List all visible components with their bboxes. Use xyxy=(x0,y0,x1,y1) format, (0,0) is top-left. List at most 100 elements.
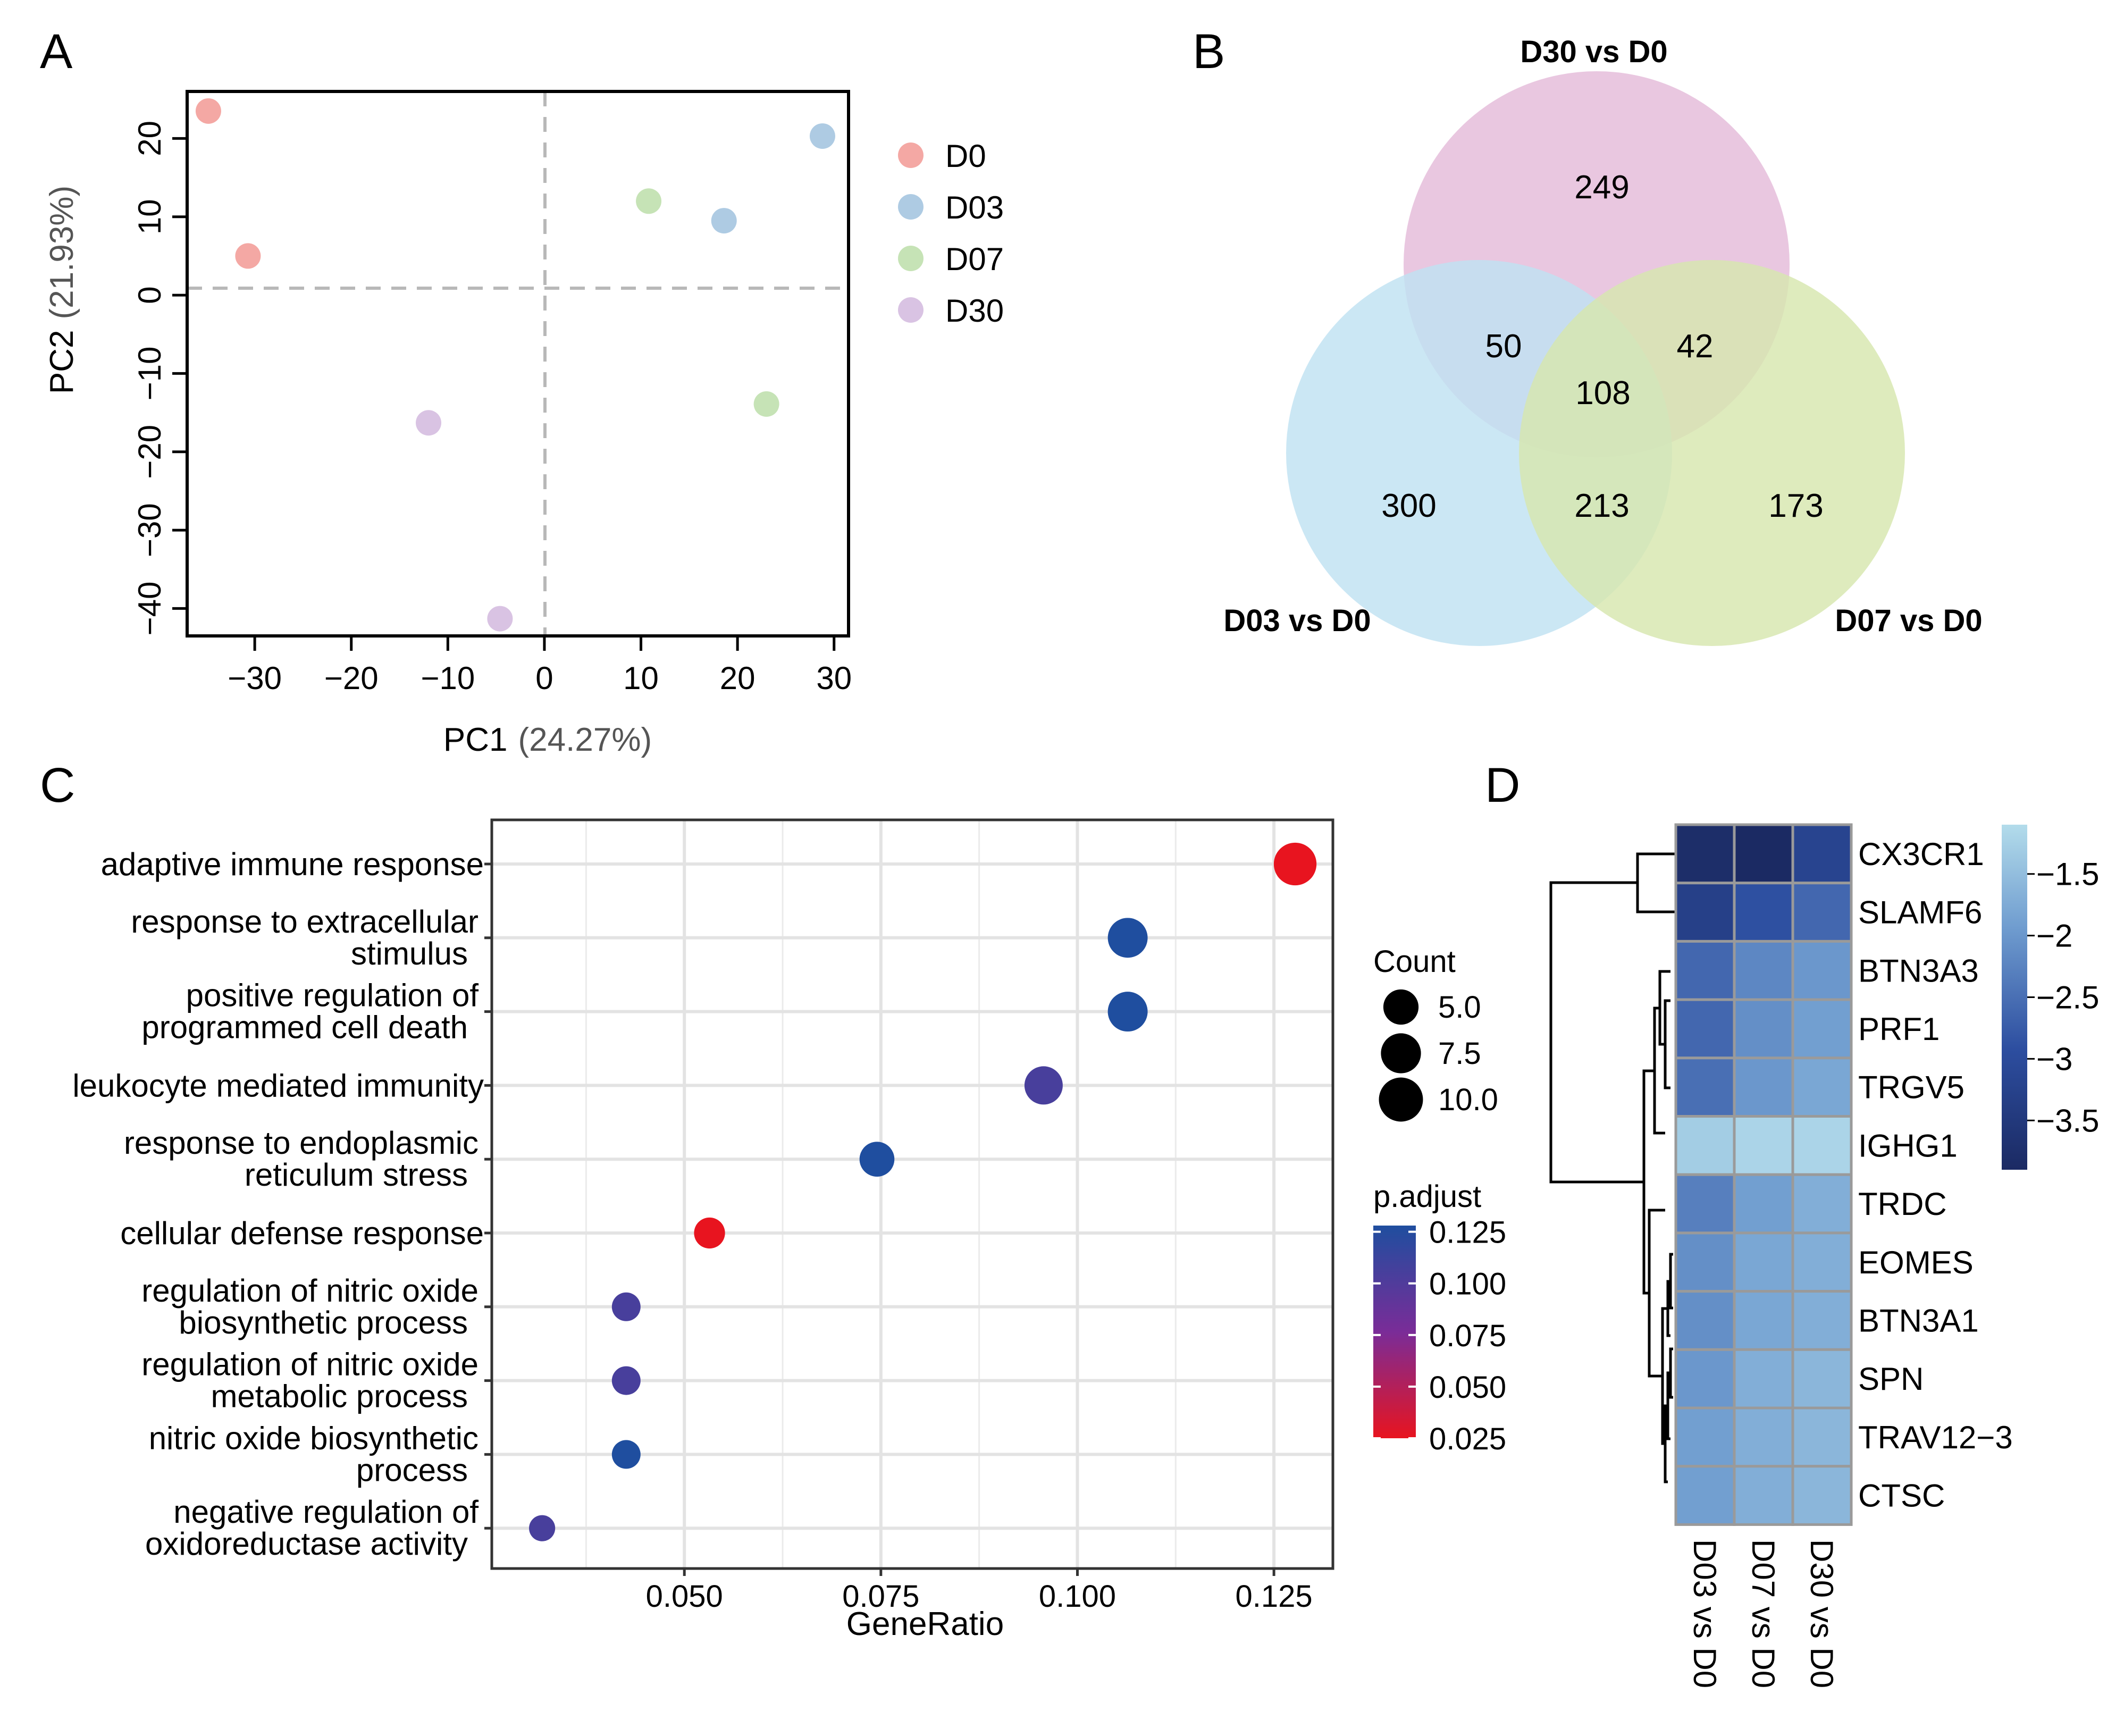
heatmap-row-label: CTSC xyxy=(1858,1478,1945,1514)
legend-swatch-d07 xyxy=(898,246,924,271)
heatmap-cell xyxy=(1791,1173,1853,1235)
heatmap-cell xyxy=(1674,1173,1736,1235)
heatmap-col-label: D30 vs D0 xyxy=(1804,1539,1840,1688)
heatmap-cell xyxy=(1733,882,1794,943)
venn-diagram: D30 vs D0 D03 vs D0 D07 vs D0 249 300 17… xyxy=(1223,35,1983,646)
heatmap-cell xyxy=(1733,1348,1794,1410)
legend-swatch-d30 xyxy=(898,297,924,323)
go-term-label: negative regulation of oxidoreductase act… xyxy=(145,1494,478,1562)
heatmap-cell xyxy=(1674,1231,1736,1293)
pca-y-tick-label: −10 xyxy=(132,347,167,401)
venn-label-d30: D30 vs D0 xyxy=(1520,35,1667,69)
padjust-legend-title: p.adjust xyxy=(1373,1179,1481,1214)
pca-point-d0-1 xyxy=(235,243,261,269)
count-legend: Count 5.0 7.5 10.0 xyxy=(1373,944,1498,1122)
heatmap-cell xyxy=(1733,1231,1794,1293)
count-legend-dot xyxy=(1379,1077,1423,1122)
heatmap-cell xyxy=(1674,882,1736,943)
panel-label-c: C xyxy=(40,758,75,812)
pca-y-tick-label: −30 xyxy=(132,503,167,557)
venn-count-d30-d07: 42 xyxy=(1677,328,1714,365)
venn-count-d03-d07: 213 xyxy=(1574,488,1629,524)
heatmap-cell xyxy=(1733,940,1794,1001)
heatmap-colorbar-label: −2 xyxy=(2036,918,2072,954)
go-term-label: regulation of nitric oxide metabolic proc… xyxy=(141,1347,478,1414)
pca-y-tick-label: −40 xyxy=(132,582,167,636)
heatmap-row-label: BTN3A1 xyxy=(1858,1303,1979,1338)
pca-point-d03-3 xyxy=(711,208,737,234)
legend-label-d03: D03 xyxy=(945,190,1004,225)
venn-label-d07: D07 vs D0 xyxy=(1835,603,1982,638)
legend-label-d30: D30 xyxy=(945,293,1004,329)
pca-x-tick-label: 20 xyxy=(720,660,755,696)
pca-y-tick-label: 10 xyxy=(132,199,167,234)
pca-x-tick-label: 10 xyxy=(623,660,659,696)
padjust-tick-label: 0.050 xyxy=(1429,1370,1506,1405)
heatmap-colorbar-label: −1.5 xyxy=(2036,857,2099,892)
go-term-label: regulation of nitric oxide biosynthetic p… xyxy=(141,1273,478,1340)
heatmap-cell xyxy=(1733,1173,1794,1235)
venn-count-d30-only: 249 xyxy=(1574,169,1629,206)
pca-x-tick-label: 30 xyxy=(816,660,852,696)
heatmap-cell xyxy=(1791,998,1853,1060)
heatmap-cell xyxy=(1674,1290,1736,1351)
count-legend-dot xyxy=(1383,989,1419,1025)
go-term-dot xyxy=(611,1440,641,1469)
go-x-tick-label: 0.100 xyxy=(1039,1579,1116,1614)
pca-point-d30-7 xyxy=(487,606,513,632)
count-legend-title: Count xyxy=(1373,944,1456,979)
go-term-label: response to extracellular stimulus xyxy=(131,904,478,971)
panel-label-b: B xyxy=(1193,24,1225,79)
heatmap-col-label: D03 vs D0 xyxy=(1687,1539,1723,1688)
go-term-label: positive regulation of programmed cell de… xyxy=(141,978,478,1045)
heatmap-cell xyxy=(1733,823,1794,885)
padjust-colorbar xyxy=(1373,1226,1416,1438)
heatmap-cell xyxy=(1791,940,1853,1001)
heatmap-cell xyxy=(1674,1348,1736,1410)
heatmap-row-label: PRF1 xyxy=(1858,1011,1940,1047)
go-term-label: response to endoplasmic reticulum stress xyxy=(124,1125,478,1193)
heatmap-colorbar-label: −3 xyxy=(2036,1041,2072,1077)
pca-y-tick-label: 20 xyxy=(132,121,167,156)
pca-x-tick-label: −20 xyxy=(324,660,379,696)
go-term-label: adaptive immune response xyxy=(101,846,484,882)
heatmap-cell xyxy=(1674,1056,1736,1118)
venn-label-d03: D03 vs D0 xyxy=(1223,603,1371,638)
heatmap-colorbar-label: −2.5 xyxy=(2036,980,2099,1016)
row-dendrogram xyxy=(1549,852,1676,1483)
pca-plot-frame xyxy=(186,90,850,638)
pca-x-label: PC1 (24.27%) xyxy=(443,722,652,758)
venn-count-d30-d03: 50 xyxy=(1485,328,1522,365)
heatmap-cell xyxy=(1791,1056,1853,1118)
dotplot-x-label: GeneRatio xyxy=(846,1606,1004,1642)
pca-x-tick-label: 0 xyxy=(535,660,553,696)
heatmap-colorbar: −1.5 −2 −2.5 −3 −3.5 xyxy=(2002,825,2099,1170)
heatmap-colorbar-label: −3.5 xyxy=(2036,1103,2099,1138)
venn-set-d07 xyxy=(1519,260,1905,646)
heatmap-row-label: TRAV12−3 xyxy=(1858,1420,2013,1455)
heatmap-cell xyxy=(1733,1056,1794,1118)
count-legend-dot xyxy=(1381,1033,1421,1074)
legend-label-d0: D0 xyxy=(945,138,986,174)
go-x-tick-label: 0.050 xyxy=(646,1579,723,1614)
pca-x-tick-label: −30 xyxy=(228,660,282,696)
heatmap-colorbar-bar xyxy=(2002,825,2027,1170)
heatmap-cell xyxy=(1674,1465,1736,1526)
pca-point-d03-2 xyxy=(809,123,835,149)
legend-label-d07: D07 xyxy=(945,241,1004,277)
legend-swatch-d0 xyxy=(898,142,924,168)
pca-point-d30-6 xyxy=(416,410,442,436)
go-dotplot: adaptive immune response response to extr… xyxy=(72,818,1506,1642)
go-term-label: nitric oxide biosynthetic process xyxy=(149,1420,478,1488)
heatmap-cell xyxy=(1674,1115,1736,1176)
go-x-tick-label: 0.075 xyxy=(842,1579,919,1614)
count-legend-label: 5.0 xyxy=(1438,990,1481,1025)
pca-point-d07-5 xyxy=(753,391,779,417)
heatmap-cell xyxy=(1791,1290,1853,1351)
heatmap-cell xyxy=(1791,1406,1853,1468)
venn-count-d07-only: 173 xyxy=(1768,488,1823,524)
legend-swatch-d03 xyxy=(898,194,924,220)
go-term-dot xyxy=(859,1142,895,1177)
